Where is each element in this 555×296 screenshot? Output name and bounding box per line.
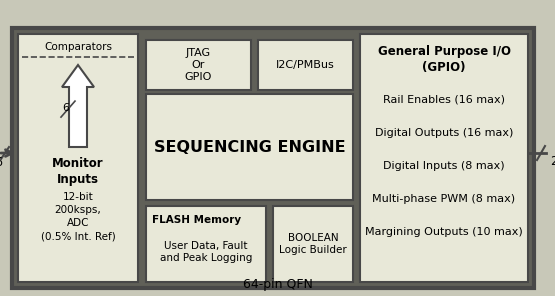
Bar bbox=[360, 34, 528, 282]
Bar bbox=[12, 28, 534, 288]
Text: Rail Enables (16 max): Rail Enables (16 max) bbox=[383, 95, 505, 105]
Text: Digital Inputs (8 max): Digital Inputs (8 max) bbox=[383, 161, 505, 171]
Text: FLASH Memory: FLASH Memory bbox=[152, 215, 241, 225]
FancyArrow shape bbox=[62, 65, 94, 147]
Text: General Purpose I/O
(GPIO): General Purpose I/O (GPIO) bbox=[377, 44, 511, 73]
Bar bbox=[258, 40, 353, 90]
Bar bbox=[146, 40, 251, 90]
Bar bbox=[273, 206, 353, 282]
Text: 22: 22 bbox=[550, 155, 555, 168]
Text: Comparators: Comparators bbox=[44, 42, 112, 52]
Text: Digital Outputs (16 max): Digital Outputs (16 max) bbox=[375, 128, 513, 138]
Text: 6: 6 bbox=[63, 103, 69, 113]
Text: 64-pin QFN: 64-pin QFN bbox=[243, 278, 312, 291]
Bar bbox=[146, 94, 353, 200]
Text: Monitor
Inputs: Monitor Inputs bbox=[52, 157, 104, 186]
Bar bbox=[18, 34, 138, 282]
Text: Margining Outputs (10 max): Margining Outputs (10 max) bbox=[365, 227, 523, 237]
Text: User Data, Fault
and Peak Logging: User Data, Fault and Peak Logging bbox=[160, 241, 252, 263]
Text: I2C/PMBus: I2C/PMBus bbox=[276, 60, 335, 70]
Text: 12-bit
200ksps,
ADC
(0.5% Int. Ref): 12-bit 200ksps, ADC (0.5% Int. Ref) bbox=[41, 192, 115, 242]
Text: JTAG
Or
GPIO: JTAG Or GPIO bbox=[185, 48, 212, 82]
Text: 16: 16 bbox=[0, 155, 3, 168]
Bar bbox=[146, 206, 266, 282]
Text: Multi-phase PWM (8 max): Multi-phase PWM (8 max) bbox=[372, 194, 516, 204]
Text: BOOLEAN
Logic Builder: BOOLEAN Logic Builder bbox=[279, 233, 347, 255]
Text: SEQUENCING ENGINE: SEQUENCING ENGINE bbox=[154, 139, 345, 155]
